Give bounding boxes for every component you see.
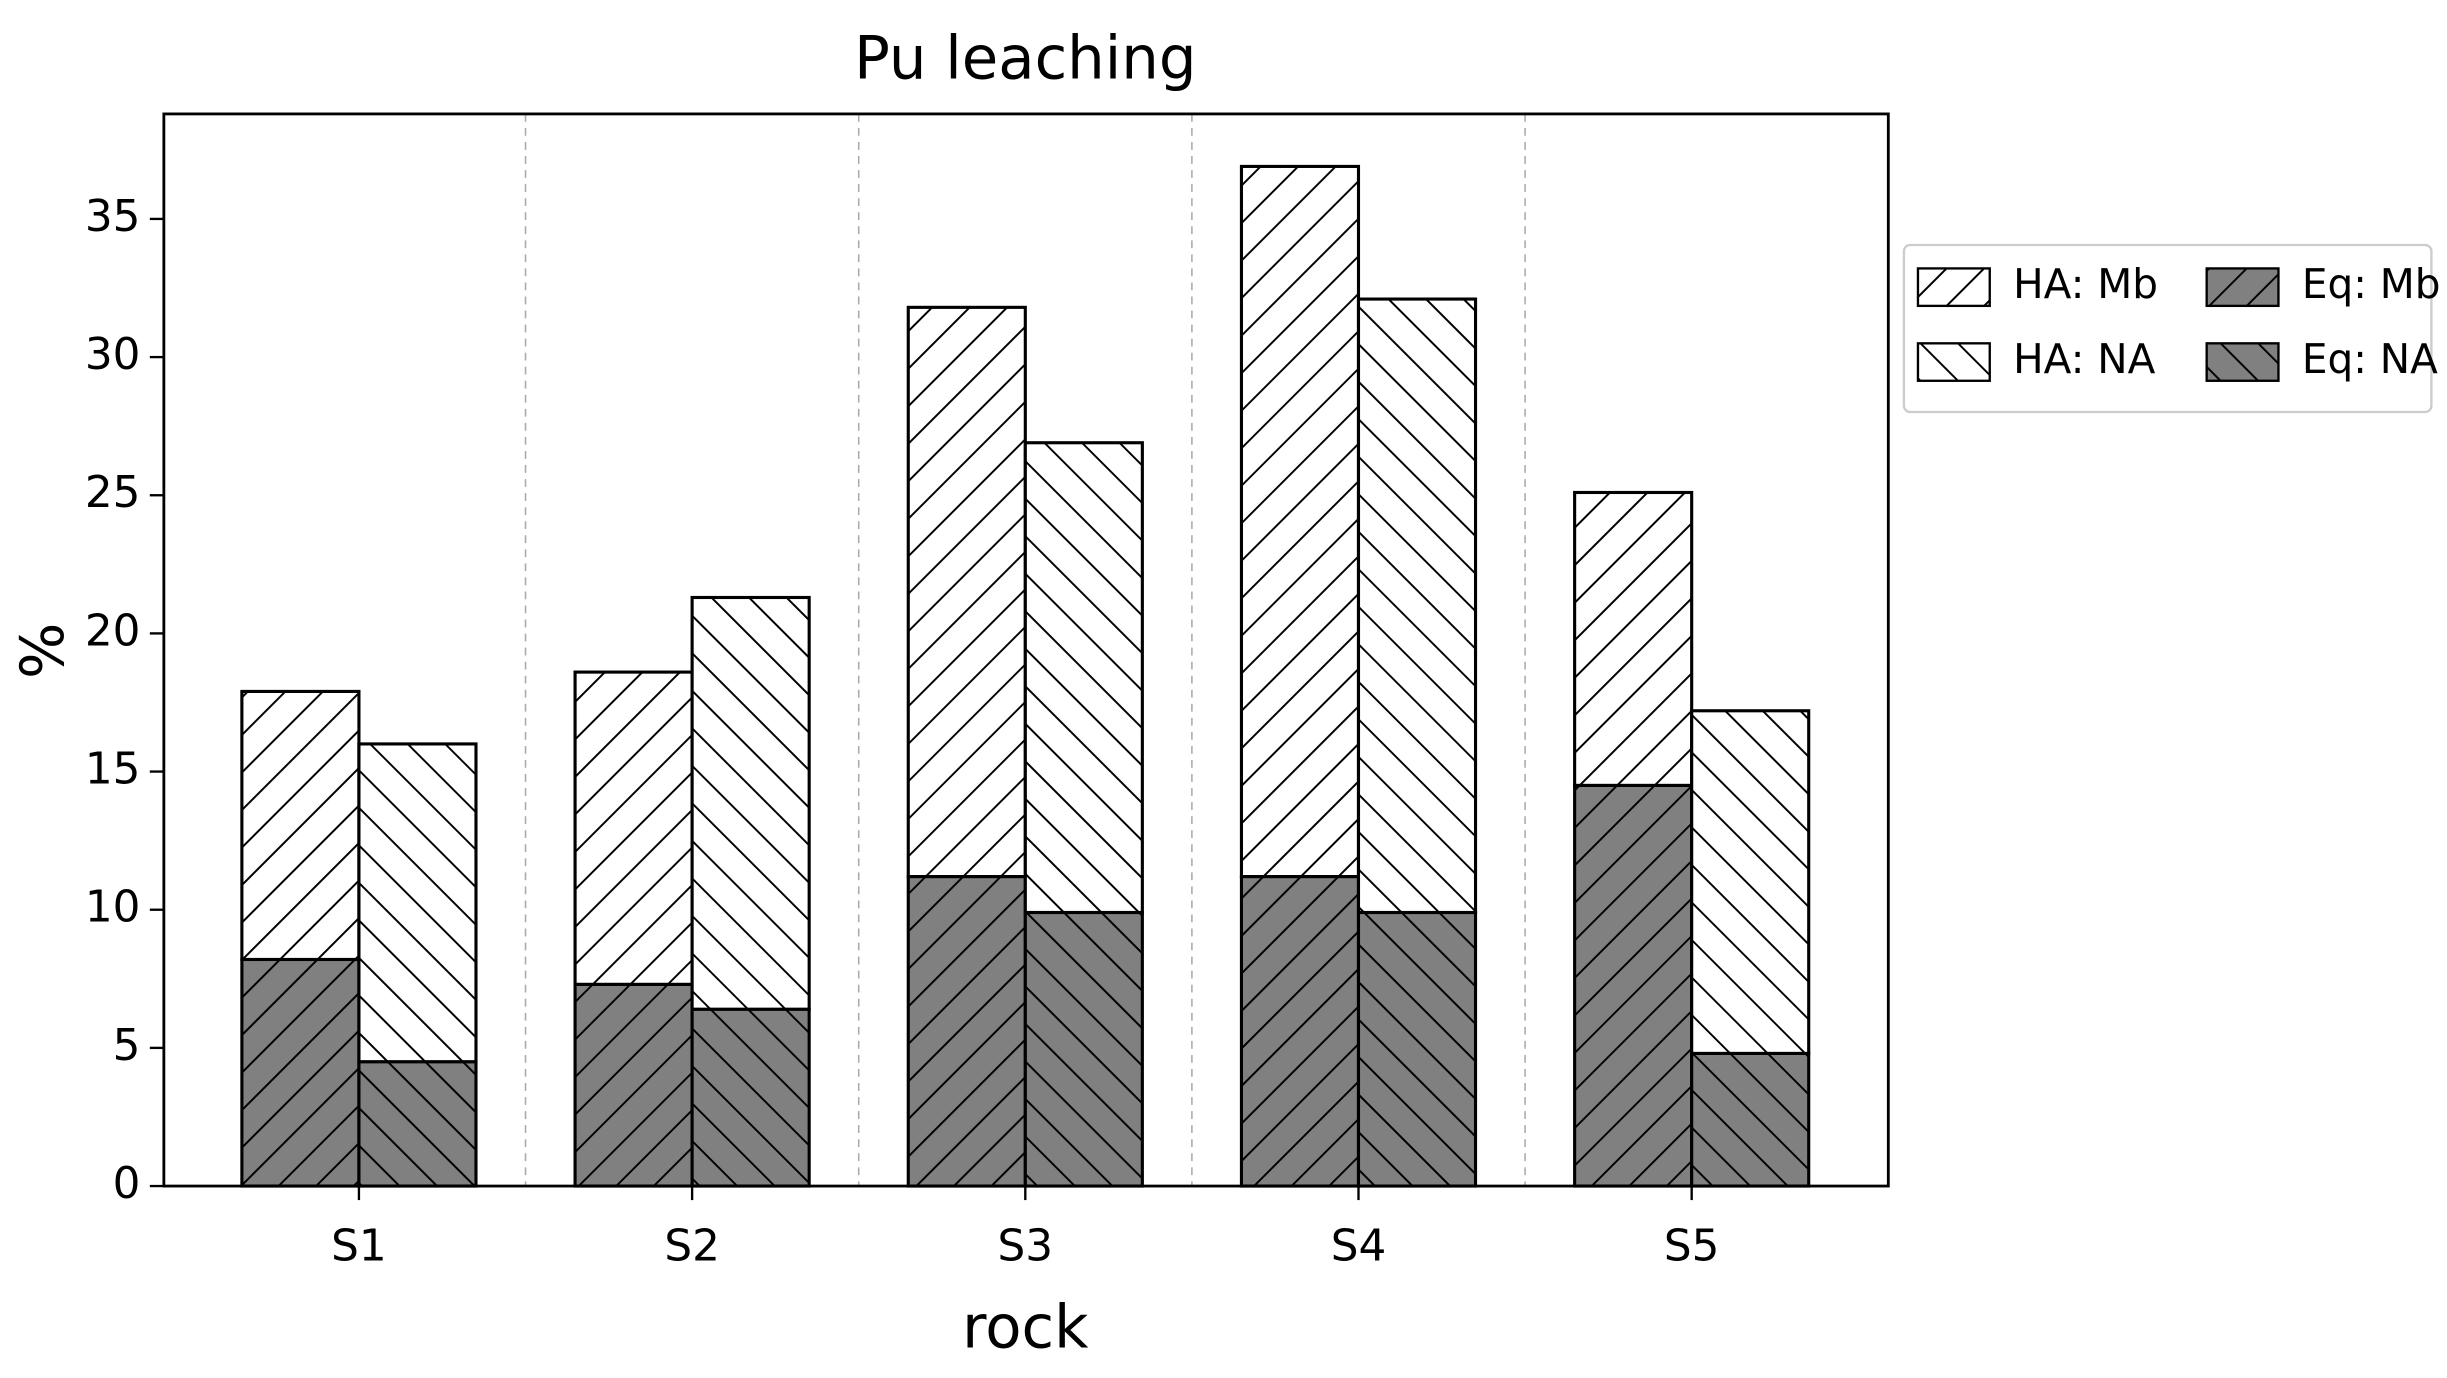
y-tick-label: 5 (113, 1020, 141, 1071)
legend-label: Eq: NA (2302, 335, 2438, 383)
x-tick-label: S5 (1664, 1220, 1720, 1271)
bar-segment (906, 305, 1027, 879)
bar-segment (1690, 709, 1811, 1055)
legend-label: HA: Mb (2013, 260, 2158, 308)
y-tick-label: 20 (85, 605, 141, 656)
bar-segment (906, 875, 1027, 1188)
bar-segment (1023, 441, 1144, 915)
y-tick-label: 25 (85, 467, 141, 518)
bar-segment (1573, 490, 1694, 787)
chart-title: Pu leaching (854, 24, 1196, 93)
y-tick-label: 15 (85, 744, 141, 795)
legend-label: HA: NA (2013, 335, 2155, 383)
bar-segment (573, 982, 694, 1188)
bar-segment (1356, 297, 1478, 915)
y-tick-label: 35 (85, 191, 141, 242)
bar-segment (690, 595, 811, 1011)
x-tick-label: S3 (998, 1220, 1054, 1271)
bar-segment (1573, 783, 1694, 1188)
x-axis-label: rock (962, 1292, 1089, 1361)
y-axis-label: % (8, 623, 77, 679)
bar-segment (240, 957, 361, 1188)
bar-segment (1023, 910, 1144, 1188)
legend-swatch (2205, 342, 2280, 382)
bar-segment (357, 742, 478, 1064)
legend-swatch (2205, 267, 2280, 308)
bar-segment (1690, 1051, 1811, 1188)
bar-segment (1239, 875, 1361, 1188)
legend-swatch (1916, 342, 1991, 382)
x-tick-label: S2 (664, 1220, 720, 1271)
y-tick-label: 10 (85, 882, 141, 933)
legend-label: Eq: Mb (2302, 260, 2441, 308)
bar-segment (240, 689, 361, 962)
bar-segment (1356, 910, 1478, 1188)
bar-segment (690, 1007, 811, 1188)
y-tick-label: 30 (85, 329, 141, 380)
x-tick-label: S4 (1331, 1220, 1387, 1271)
x-tick-label: S1 (331, 1220, 387, 1271)
bar-segment (573, 670, 694, 986)
bar-segment (357, 1060, 478, 1188)
y-tick-label: 0 (113, 1158, 141, 1209)
bar-segment (1239, 164, 1361, 879)
legend-swatch (1916, 267, 1991, 308)
plot-frame (162, 112, 1890, 1188)
legend-box (1902, 243, 2433, 414)
